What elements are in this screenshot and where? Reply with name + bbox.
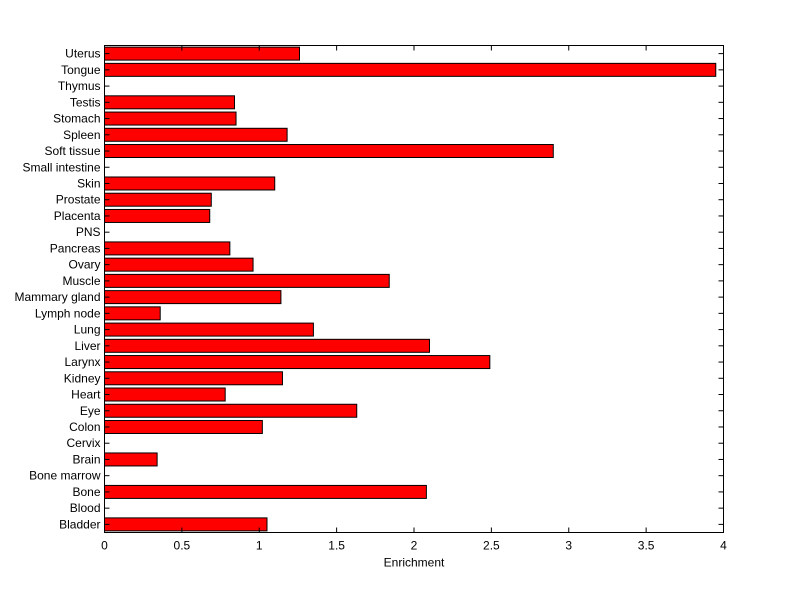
bar-mammary-gland — [104, 290, 282, 305]
bar-kidney — [104, 371, 283, 386]
y-tick-label: Small intestine — [22, 160, 100, 174]
bar-skin — [104, 176, 276, 191]
x-tick-label: 1.5 — [328, 539, 345, 553]
bar-pancreas — [104, 241, 231, 256]
x-tick-label: 0.5 — [174, 539, 191, 553]
y-tick-label: Bone — [72, 485, 100, 499]
y-tick-label: Lung — [74, 323, 101, 337]
bar-tongue — [104, 62, 717, 77]
y-tick-label: Blood — [70, 501, 101, 515]
y-tick-label: Cervix — [66, 436, 100, 450]
y-tick-label: Colon — [69, 420, 100, 434]
y-tick-label: Mammary gland — [14, 290, 100, 304]
y-tick-label: Pancreas — [50, 241, 101, 255]
y-ticks-layer: Bladder Blood Bone Bone marrow Brain Cervix Co… — [14, 47, 724, 531]
bar-colon — [104, 419, 263, 434]
y-tick-label: Kidney — [64, 371, 101, 385]
y-tick-label: Placenta — [54, 209, 101, 223]
y-tick-label: Soft tissue — [44, 144, 100, 158]
y-tick-label: Ovary — [68, 258, 100, 272]
x-tick-label: 1 — [256, 539, 263, 553]
y-tick-label: Tongue — [61, 63, 101, 77]
y-tick-label: Muscle — [62, 274, 100, 288]
bar-soft-tissue — [104, 144, 554, 159]
y-tick-label: Heart — [71, 388, 101, 402]
bar-brain — [104, 452, 158, 467]
bar-eye — [104, 403, 358, 418]
bar-larynx — [104, 355, 491, 370]
x-tick-label: 4 — [720, 539, 727, 553]
bar-placenta — [104, 208, 211, 223]
y-tick-label: Skin — [77, 176, 100, 190]
bar-muscle — [104, 273, 390, 288]
y-tick-label: Brain — [72, 452, 100, 466]
x-axis-label: Enrichment — [384, 556, 445, 570]
bar-lymph-node — [104, 306, 161, 321]
bar-prostate — [104, 192, 212, 207]
y-tick-label: Bladder — [59, 517, 100, 531]
y-tick-label: Eye — [80, 404, 101, 418]
x-tick-label: 2.5 — [483, 539, 500, 553]
plot-area-frame — [104, 45, 724, 533]
y-tick-label: Testis — [70, 95, 101, 109]
x-tick-label: 3 — [565, 539, 572, 553]
bar-bladder — [104, 517, 268, 532]
x-tick-label: 2 — [411, 539, 418, 553]
x-tick-label: 0 — [101, 539, 108, 553]
y-tick-label: Larynx — [64, 355, 100, 369]
bar-bone — [104, 484, 427, 499]
bar-uterus — [104, 46, 300, 61]
y-tick-label: Spleen — [63, 128, 100, 142]
y-tick-label: Thymus — [58, 79, 101, 93]
y-tick-label: Bone marrow — [29, 469, 101, 483]
y-tick-label: PNS — [76, 225, 101, 239]
bar-lung — [104, 322, 314, 337]
x-ticks-layer: 0 0.5 1 1.5 2 2.5 3 3.5 4 — [101, 45, 727, 553]
bar-liver — [104, 338, 430, 353]
y-tick-label: Liver — [74, 339, 100, 353]
bar-heart — [104, 387, 226, 402]
bar-spleen — [104, 127, 288, 142]
x-tick-label: 3.5 — [638, 539, 655, 553]
bar-testis — [104, 95, 235, 110]
y-tick-label: Uterus — [65, 47, 100, 61]
bar-ovary — [104, 257, 254, 272]
bar-stomach — [104, 111, 237, 126]
y-tick-label: Prostate — [56, 193, 101, 207]
y-tick-label: Lymph node — [35, 306, 101, 320]
y-tick-label: Stomach — [53, 112, 100, 126]
